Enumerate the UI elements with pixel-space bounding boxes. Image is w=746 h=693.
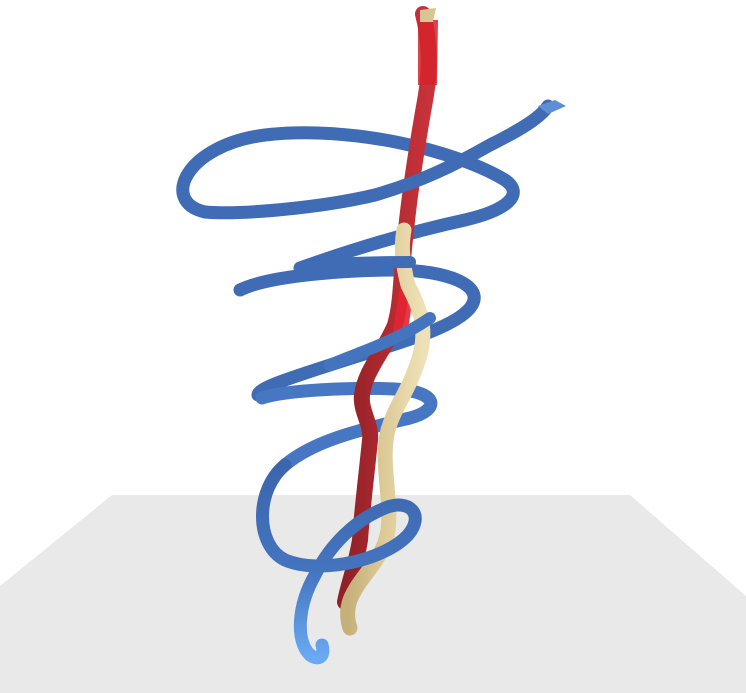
tan-tube (340, 8, 436, 636)
ground-plane (0, 495, 746, 693)
blue-helix-front (198, 99, 555, 665)
blue-helix-back (176, 126, 520, 472)
blue-tube-end-cap (538, 100, 566, 114)
